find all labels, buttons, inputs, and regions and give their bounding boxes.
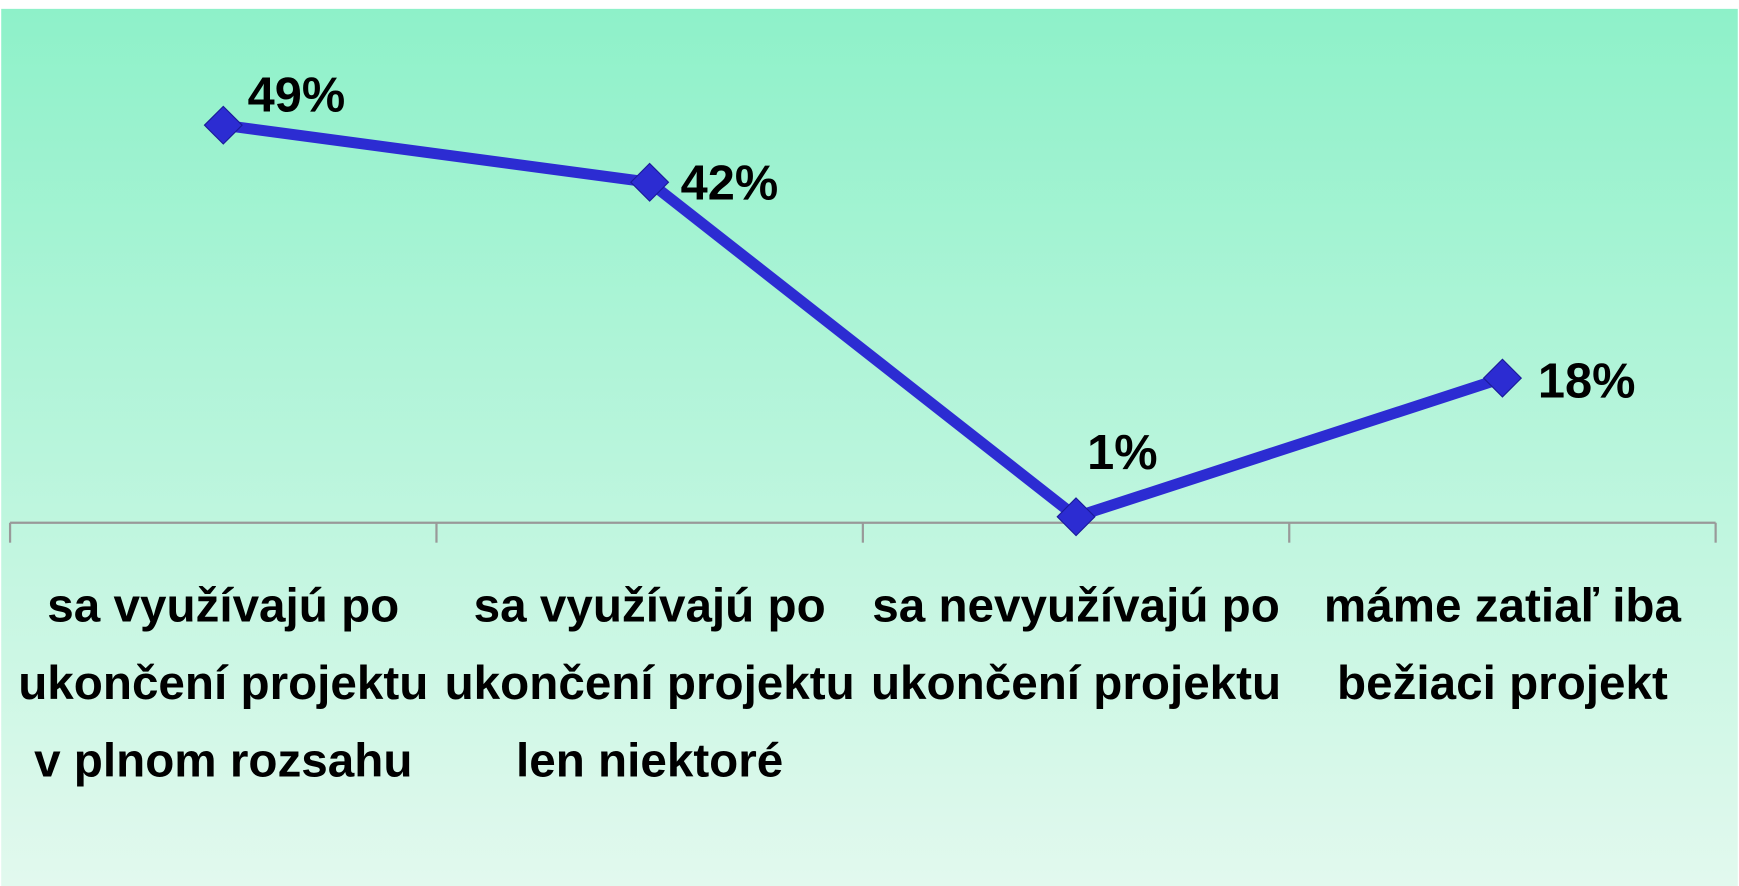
- data-label: 42%: [681, 157, 779, 211]
- x-tick-label: sa využívajú po ukončení projektu len ni…: [444, 579, 855, 788]
- x-tick-label-box: sa nevyužívajú po ukončení projektu: [870, 579, 1282, 710]
- data-label: 18%: [1538, 355, 1636, 409]
- x-tick-label: sa využívajú po ukončení projektu v plno…: [18, 579, 429, 788]
- axis-ticks: [8, 522, 1717, 543]
- marker: [203, 105, 243, 145]
- marker: [630, 162, 670, 202]
- x-tick-label: sa nevyužívajú po ukončení projektu: [870, 579, 1282, 710]
- x-tick-label: máme zatiaľ iba bežiaci projekt: [1323, 579, 1682, 710]
- marker: [1056, 497, 1096, 537]
- plot-background: [1, 8, 1738, 886]
- data-label: 49%: [248, 68, 346, 122]
- x-tick-label-box: sa využívajú po ukončení projektu len ni…: [444, 579, 855, 788]
- x-tick-label-box: sa využívajú po ukončení projektu v plno…: [18, 579, 429, 788]
- data-label: 1%: [1087, 426, 1157, 480]
- x-tick-label-box: máme zatiaľ iba bežiaci projekt: [1323, 579, 1682, 710]
- series-line: [222, 119, 1505, 523]
- marker: [1482, 358, 1523, 398]
